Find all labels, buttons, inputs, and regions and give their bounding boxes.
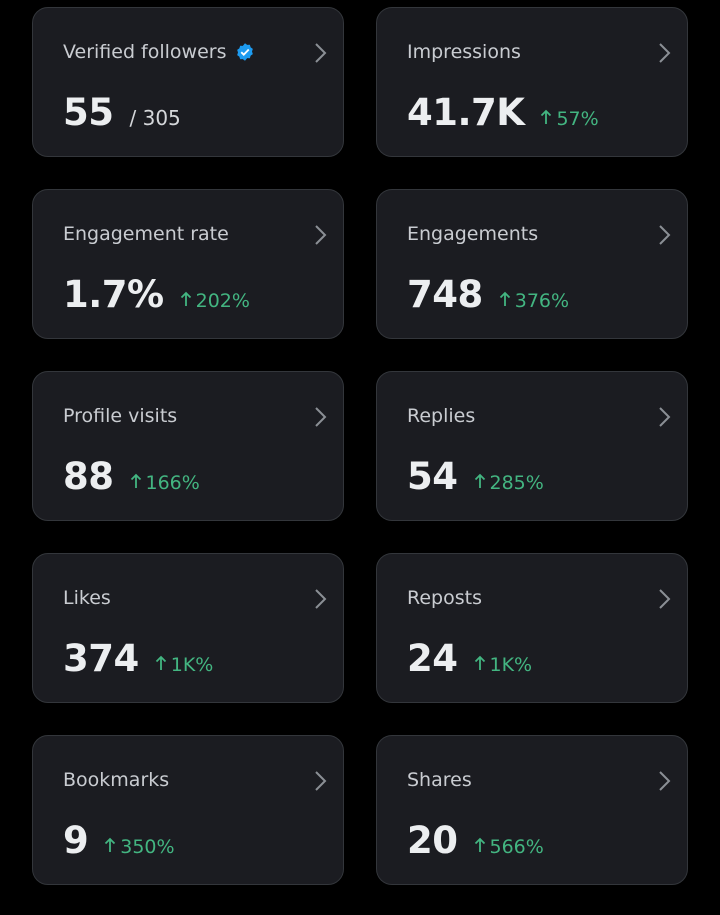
metric-value: 748 [407, 273, 483, 316]
chevron [659, 771, 671, 791]
title-text: Replies [407, 405, 476, 427]
change-text: 376% [514, 290, 570, 312]
chevron [315, 589, 327, 609]
up-arrow [155, 655, 166, 670]
metric-value: 54 [407, 455, 458, 498]
value-row: 9 350% [63, 819, 175, 862]
value-row: 24 1K% [407, 637, 532, 680]
change-text: 1K% [170, 654, 214, 676]
title-text: Profile visits [63, 405, 178, 427]
value-row: 55 / 305 [63, 91, 181, 134]
card-title: Replies [407, 405, 475, 427]
metric-card[interactable]: Profile visits 88 166% [32, 371, 344, 521]
value-row: 88 166% [63, 455, 200, 498]
chevron [315, 225, 327, 245]
verified-badge [236, 43, 253, 61]
metric-card[interactable]: Engagement rate 1.7% 202% [32, 189, 344, 339]
metric-change: 202% [180, 290, 250, 312]
title-text: Verified followers [63, 41, 227, 63]
metric-change: 285% [474, 472, 544, 494]
up-arrow [474, 837, 485, 852]
metric-change: 1K% [474, 654, 533, 676]
metric-card[interactable]: Likes 374 1K% [32, 553, 344, 703]
metric-change: 350% [104, 836, 175, 858]
metric-change: 1K% [155, 654, 214, 676]
metric-value: 1.7% [63, 273, 164, 316]
metric-card[interactable]: Engagements 748 376% [376, 189, 688, 339]
metric-card[interactable]: Impressions 41.7K 57% [376, 7, 688, 157]
metric-card[interactable]: Replies 54 285% [376, 371, 688, 521]
metric-value: 55 [63, 91, 114, 134]
chevron [659, 225, 671, 245]
value-row: 1.7% 202% [63, 273, 250, 316]
chevron [315, 771, 327, 791]
up-arrow [130, 473, 141, 488]
metric-total: / 305 [129, 106, 181, 130]
metric-card[interactable]: Reposts 24 1K% [376, 553, 688, 703]
card-title: Likes [63, 587, 111, 609]
card-title: Profile visits [63, 405, 177, 427]
title-text: Likes [63, 587, 111, 609]
value-row: 54 285% [407, 455, 544, 498]
title-text: Bookmarks [63, 769, 170, 791]
title-text: Engagements [407, 223, 539, 245]
value-row: 20 566% [407, 819, 544, 862]
title-text: Shares [407, 769, 472, 791]
change-text: 166% [145, 472, 200, 494]
metric-value: 41.7K [407, 91, 525, 134]
card-title: Engagements [407, 223, 538, 245]
metric-value: 374 [63, 637, 139, 680]
card-title: Bookmarks [63, 769, 169, 791]
up-arrow [474, 473, 485, 488]
change-text: 350% [120, 836, 175, 858]
up-arrow [180, 291, 191, 306]
chevron [659, 43, 671, 63]
metric-card[interactable]: Verified followers 55 / 305 [32, 7, 344, 157]
chevron [315, 43, 327, 63]
up-arrow [499, 291, 510, 306]
card-title: Engagement rate [63, 223, 229, 245]
value-row: 748 376% [407, 273, 569, 316]
card-title: Reposts [407, 587, 482, 609]
change-text: 285% [489, 472, 544, 494]
card-title: Verified followers [63, 41, 255, 63]
chevron [659, 589, 671, 609]
metric-change: 166% [130, 472, 200, 494]
card-title: Shares [407, 769, 472, 791]
metric-value: 20 [407, 819, 458, 862]
title-text: Impressions [407, 41, 521, 63]
metric-change: 57% [540, 108, 599, 130]
change-text: 57% [556, 108, 599, 130]
metric-change: 566% [474, 836, 544, 858]
up-arrow [541, 109, 552, 124]
metric-card[interactable]: Bookmarks 9 350% [32, 735, 344, 885]
value-row: 41.7K 57% [407, 91, 599, 134]
metric-value: 9 [63, 819, 89, 862]
metric-card[interactable]: Shares 20 566% [376, 735, 688, 885]
metric-change: 376% [499, 290, 569, 312]
value-row: 374 1K% [63, 637, 213, 680]
change-text: 566% [489, 836, 544, 858]
up-arrow [474, 655, 485, 670]
card-title: Impressions [407, 41, 521, 63]
title-text: Reposts [407, 587, 482, 609]
change-text: 1K% [489, 654, 533, 676]
chevron [315, 407, 327, 427]
up-arrow [105, 837, 116, 852]
metric-value: 24 [407, 637, 458, 680]
chevron [659, 407, 671, 427]
metric-value: 88 [63, 455, 114, 498]
title-text: Engagement rate [63, 223, 229, 245]
change-text: 202% [195, 290, 250, 312]
